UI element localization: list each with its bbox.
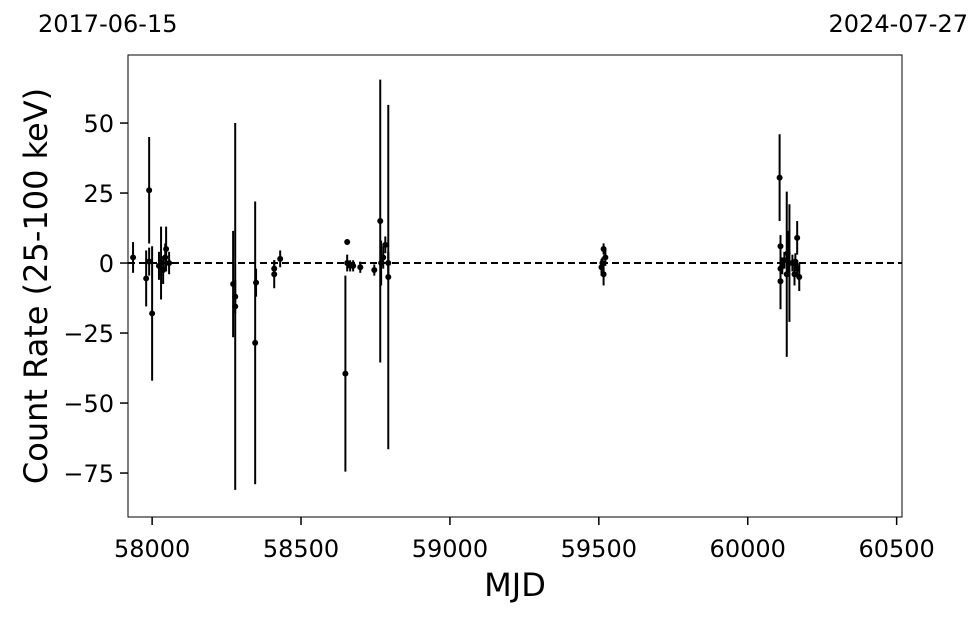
data-point (277, 255, 284, 262)
data-point (385, 260, 392, 267)
data-point (792, 258, 799, 265)
data-point (377, 218, 384, 225)
x-tick-label: 58500 (263, 535, 339, 563)
data-point (271, 271, 278, 278)
data-point (378, 260, 385, 267)
data-point (779, 262, 786, 269)
data-point (600, 271, 607, 278)
data-point (350, 262, 357, 269)
data-point (252, 339, 259, 346)
data-point (783, 271, 790, 278)
top-right-label: 2024-07-27 (829, 10, 968, 38)
x-tick-label: 60500 (858, 535, 934, 563)
data-point (158, 260, 165, 267)
y-tick-label: 50 (83, 110, 114, 138)
data-point (146, 187, 153, 194)
y-tick-label: 0 (99, 250, 114, 278)
data-point (794, 265, 801, 272)
data-point (796, 274, 803, 281)
data-point (130, 254, 137, 261)
plot-frame (127, 54, 903, 518)
data-point (777, 278, 784, 285)
y-tick-label: −25 (63, 320, 114, 348)
data-point (777, 243, 784, 250)
top-left-label: 2017-06-15 (38, 10, 177, 38)
data-point (253, 279, 260, 286)
x-axis-label: MJD (484, 566, 546, 604)
data-point (781, 257, 788, 264)
x-tick-label: 59000 (412, 535, 488, 563)
data-point (791, 271, 798, 278)
data-point (382, 241, 389, 248)
data-point (794, 234, 801, 241)
data-point (230, 281, 237, 288)
data-point (143, 275, 150, 282)
data-point (160, 267, 167, 274)
y-axis-label: Count Rate (25-100 keV) (17, 88, 55, 484)
data-point (380, 254, 387, 261)
data-point (371, 267, 378, 274)
data-point (271, 265, 278, 272)
data-point (776, 174, 783, 181)
data-point (599, 260, 606, 267)
data-point (385, 274, 392, 281)
y-tick-label: −50 (63, 390, 114, 418)
y-tick-label: −75 (63, 460, 114, 488)
data-point (232, 293, 239, 300)
data-point (146, 258, 153, 265)
data-point (162, 254, 169, 261)
data-point (600, 246, 607, 253)
data-point (232, 303, 239, 310)
data-point (149, 310, 156, 317)
data-point (342, 370, 349, 377)
data-point (344, 239, 351, 246)
data-point (784, 250, 791, 257)
y-tick-label: 25 (83, 180, 114, 208)
data-point (163, 246, 170, 253)
data-point (602, 254, 609, 261)
data-point (357, 264, 364, 271)
x-tick-label: 58000 (114, 535, 190, 563)
x-tick-label: 60000 (710, 535, 786, 563)
x-tick-label: 59500 (561, 535, 637, 563)
data-point (166, 260, 173, 267)
